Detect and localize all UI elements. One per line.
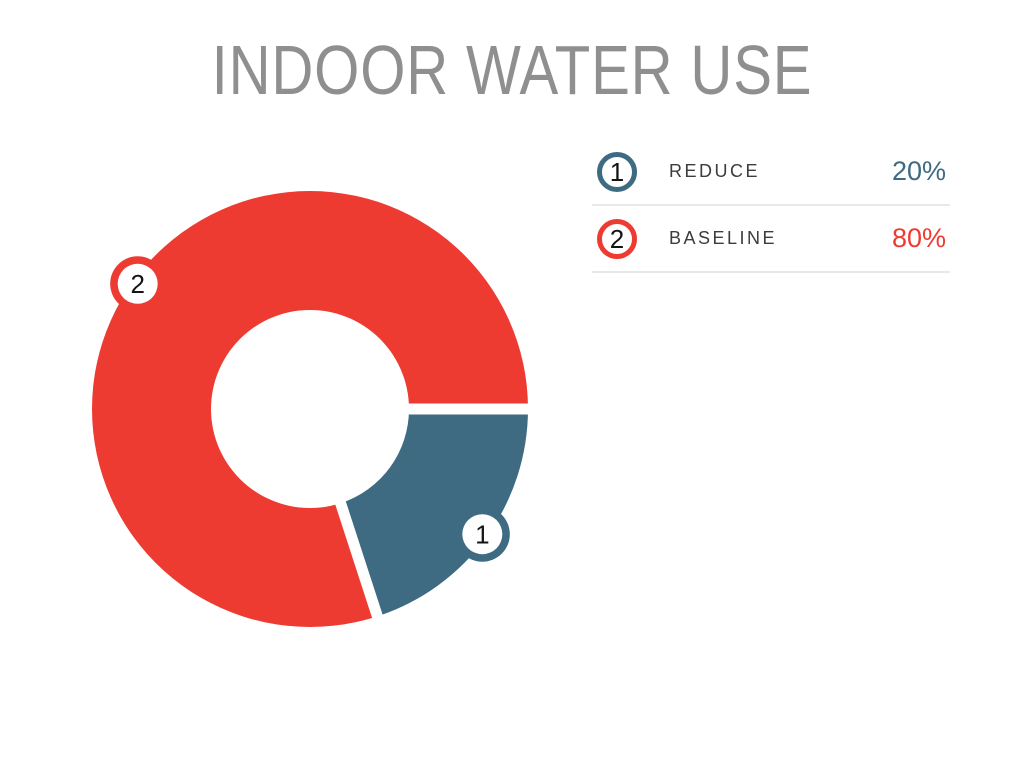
legend-marker-1: 1 (597, 151, 637, 192)
legend-label-reduce: REDUCE (669, 161, 761, 181)
slice-gap-line (333, 495, 385, 625)
page-title: INDOOR WATER USE (211, 31, 813, 109)
legend: 1 REDUCE 20% 2 BASELINE 80% (592, 139, 950, 273)
legend-value-baseline: 80% (891, 223, 946, 253)
legend-marker-2: 2 (597, 218, 637, 259)
donut-slice-baseline (91, 191, 528, 628)
slice-marker-disc-2 (117, 263, 158, 304)
legend-label-baseline: BASELINE (669, 228, 778, 248)
slice-marker-number-2: 2 (130, 269, 144, 299)
legend-value-reduce: 20% (891, 156, 946, 186)
legend-row-reduce: 1 REDUCE 20% (592, 139, 950, 206)
legend-row-baseline: 2 BASELINE 80% (592, 206, 950, 273)
donut-slice-reduce (340, 409, 528, 617)
donut-chart: 12 (91, 191, 535, 628)
slice-marker-disc-1 (462, 514, 503, 555)
slice-marker-number-1: 1 (475, 520, 489, 550)
